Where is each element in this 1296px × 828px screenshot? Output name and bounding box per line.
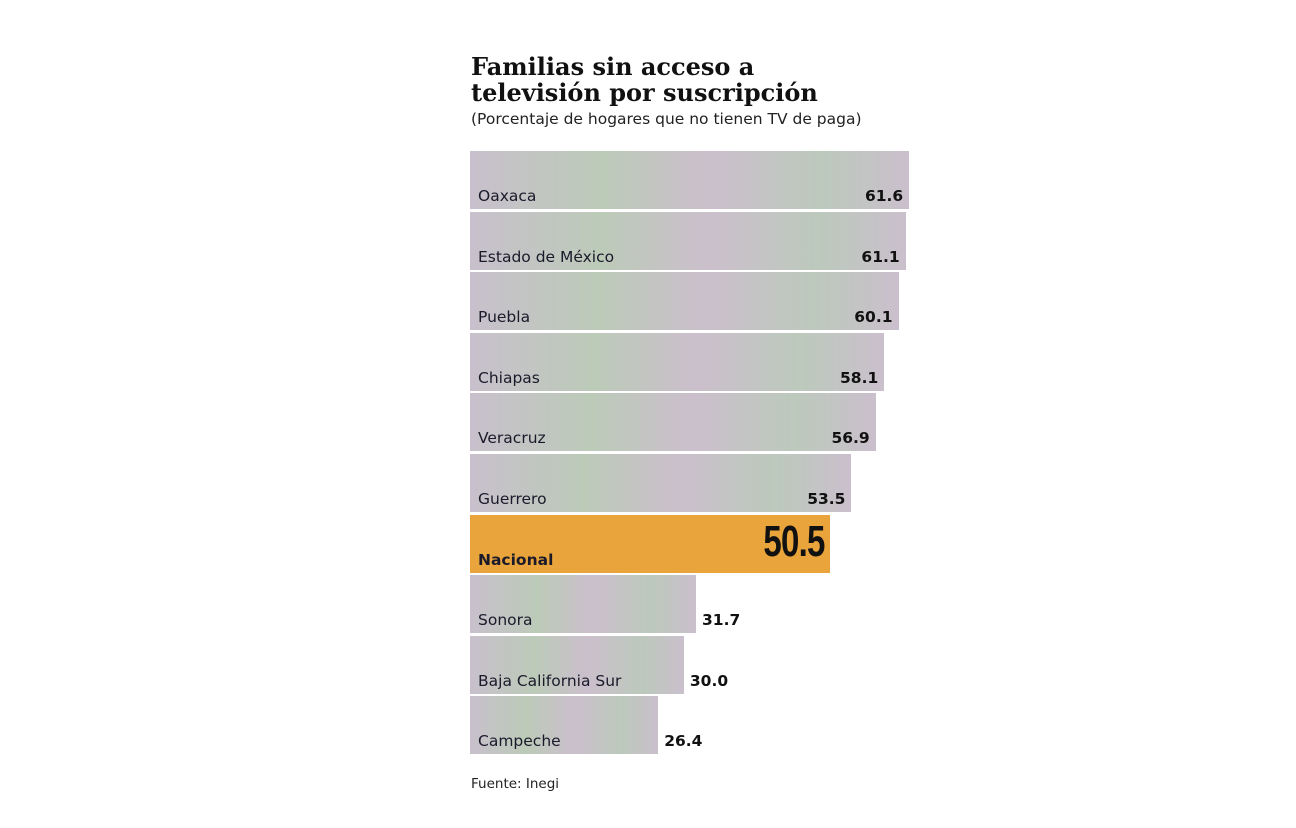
bar-puebla <box>470 272 899 331</box>
source-note: Fuente: Inegi <box>471 776 560 792</box>
value-label: 61.6 <box>864 187 904 205</box>
bar-chiapas <box>470 332 885 391</box>
value-label: 31.7 <box>702 611 741 630</box>
bar-nacional <box>470 514 831 573</box>
category-label: Baja California Sur <box>478 671 622 690</box>
value-label: 30.0 <box>689 671 729 690</box>
value-label: 61.1 <box>861 247 900 266</box>
value-label: 58.1 <box>840 368 879 387</box>
bar-guerrero <box>470 454 852 512</box>
value-label: 60.1 <box>854 308 893 327</box>
value-label: 50.5 <box>763 516 826 566</box>
category-label: Veracruz <box>478 429 546 448</box>
value-label: 26.4 <box>664 732 703 751</box>
chart-subtitle: (Porcentaje de hogares que no tienen TV … <box>471 110 862 128</box>
bar-campeche <box>470 696 659 755</box>
bar-baja-california-sur <box>470 635 684 694</box>
bar-estado-de-méxico <box>470 211 906 270</box>
category-label: Nacional <box>478 550 554 569</box>
value-label: 53.5 <box>807 490 846 508</box>
value-label: 56.9 <box>831 429 870 448</box>
category-label: Campeche <box>478 732 561 751</box>
category-label: Estado de México <box>478 247 615 266</box>
category-label: Puebla <box>478 308 531 327</box>
bar-veracruz <box>470 393 876 452</box>
category-label: Oaxaca <box>478 187 537 205</box>
category-label: Sonora <box>478 611 533 630</box>
bar-sonora <box>470 575 697 634</box>
bar-oaxaca <box>470 151 910 209</box>
category-label: Guerrero <box>478 490 547 508</box>
category-label: Chiapas <box>478 368 540 387</box>
chart-title: Familias sin acceso a televisión por sus… <box>471 52 818 107</box>
